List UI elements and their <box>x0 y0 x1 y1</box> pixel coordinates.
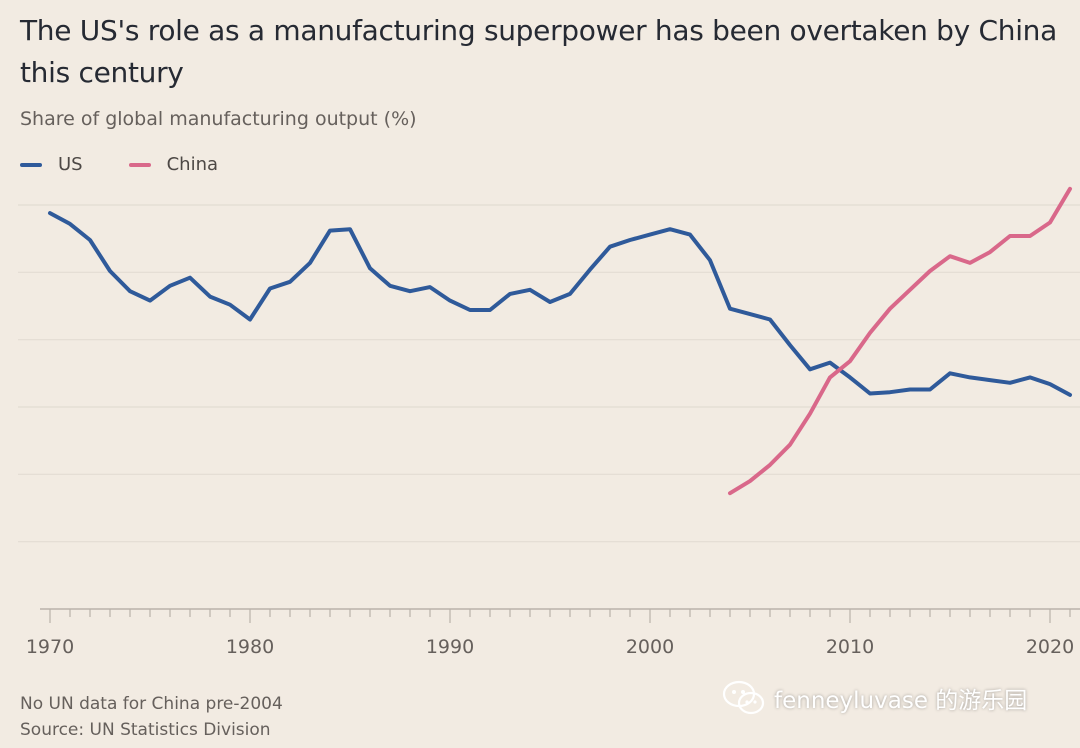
watermark: fenneyluvase 的游乐园 <box>722 680 1027 716</box>
legend-label-china: China <box>166 154 219 175</box>
gridlines <box>18 204 1080 543</box>
x-tick-label: 2020 <box>1026 636 1074 658</box>
x-axis: 1970 1980 1990 2000 2010 2020 <box>26 608 1080 658</box>
watermark-text: fenneyluvase 的游乐园 <box>774 688 1028 714</box>
chart-title: The US's role as a manufacturing superpo… <box>20 14 1057 89</box>
series-line-us <box>48 211 1072 397</box>
footnote: No UN data for China pre-2004 <box>20 694 283 714</box>
chart-subtitle: Share of global manufacturing output (%) <box>20 108 417 130</box>
wechat-icon <box>722 680 765 715</box>
x-tick-label: 2000 <box>626 636 674 658</box>
x-tick-label: 2010 <box>826 636 874 658</box>
legend-item-us: US <box>20 154 83 175</box>
x-tick-label: 1980 <box>226 636 274 658</box>
series-lines <box>48 186 1072 496</box>
series-line-china <box>728 186 1072 496</box>
legend-label-us: US <box>58 154 83 175</box>
legend-swatch-us <box>20 162 42 167</box>
x-tick-label: 1990 <box>426 636 474 658</box>
legend-item-china: China <box>128 154 219 175</box>
source-note: Source: UN Statistics Division <box>20 720 271 740</box>
legend: US China <box>20 154 264 175</box>
x-tick-label: 1970 <box>26 636 74 658</box>
legend-swatch-china <box>128 162 151 167</box>
